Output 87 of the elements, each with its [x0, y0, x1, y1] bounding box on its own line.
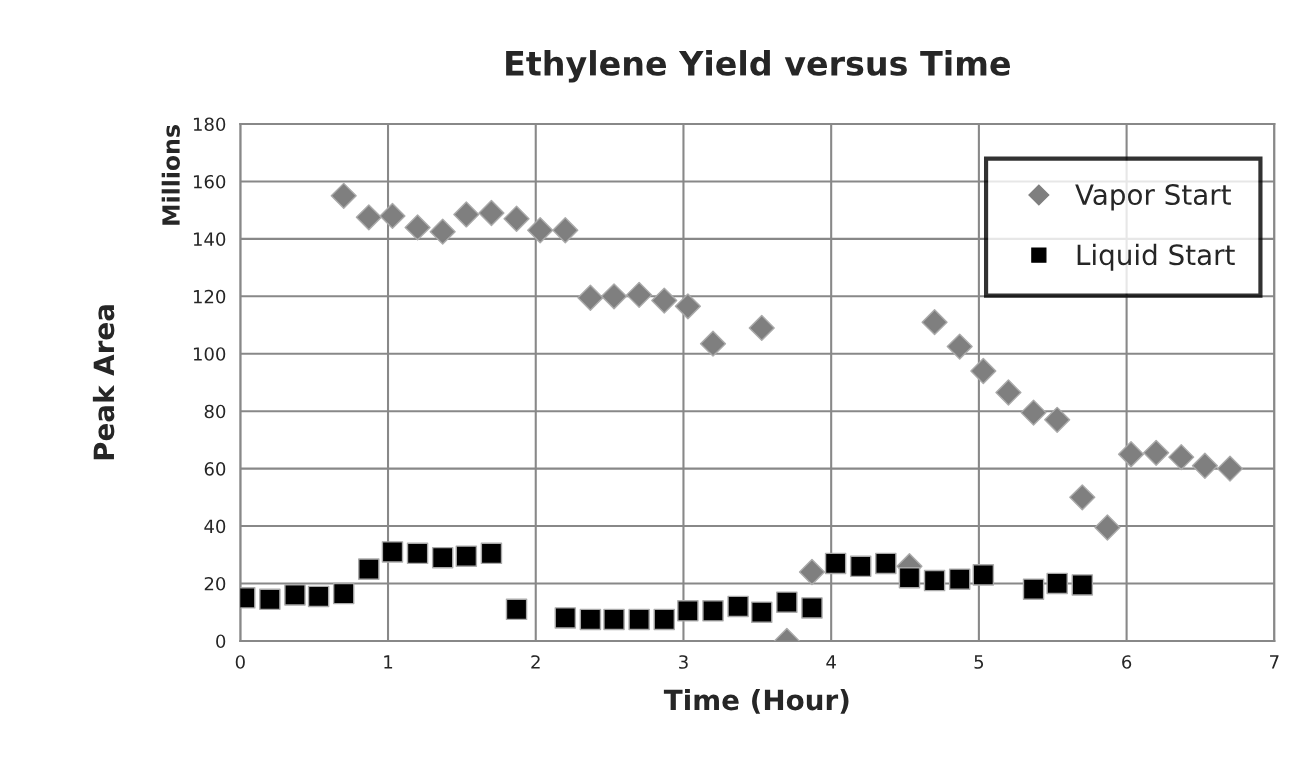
point — [923, 569, 946, 592]
point — [1022, 578, 1045, 600]
point — [478, 199, 505, 227]
y-tick-label: 120 — [193, 289, 226, 304]
y-tick-label: 140 — [193, 232, 226, 246]
point — [600, 283, 628, 310]
x-tick-label: 6 — [1122, 655, 1132, 669]
point — [554, 607, 577, 629]
point — [579, 608, 602, 631]
point — [1069, 484, 1096, 511]
point — [801, 597, 823, 619]
point — [1044, 406, 1071, 433]
y-tick-label: 80 — [204, 404, 226, 419]
point — [702, 600, 724, 622]
point — [259, 588, 281, 611]
point — [1020, 399, 1047, 426]
point — [972, 564, 995, 586]
y-tick-label: 20 — [204, 576, 226, 591]
legend-label: Liquid Start — [1077, 243, 1235, 271]
x-tick-label: 2 — [531, 655, 540, 669]
point — [748, 314, 775, 342]
point — [307, 585, 330, 608]
point — [429, 218, 456, 245]
point — [332, 582, 355, 605]
point — [824, 552, 847, 575]
point — [358, 558, 380, 580]
x-tick-label: 3 — [679, 655, 688, 669]
point — [404, 214, 431, 241]
y-tick-label: 40 — [204, 519, 226, 534]
point — [970, 357, 997, 385]
x-tick-label: 1 — [384, 655, 393, 669]
point — [727, 595, 749, 618]
point — [552, 217, 579, 244]
y-tick-label: 100 — [193, 347, 226, 361]
point — [677, 600, 699, 622]
point — [849, 555, 872, 578]
y-axis-title: Peak Area — [92, 305, 115, 460]
point — [505, 598, 528, 621]
point — [577, 284, 604, 311]
x-tick-label: 5 — [974, 655, 984, 669]
point — [875, 552, 897, 575]
point — [1117, 441, 1145, 468]
y-tick-label: 60 — [204, 462, 226, 476]
point — [431, 546, 454, 569]
point — [653, 608, 676, 631]
x-tick-label: 0 — [235, 655, 245, 669]
point — [798, 558, 826, 586]
point — [921, 309, 948, 336]
point — [1216, 455, 1244, 482]
point — [355, 204, 382, 231]
point — [1143, 439, 1170, 466]
x-tick-label: 7 — [1270, 655, 1279, 669]
point — [455, 545, 478, 567]
point — [480, 542, 503, 565]
point — [1046, 572, 1068, 595]
point — [651, 287, 678, 314]
point — [1191, 452, 1219, 479]
point — [406, 542, 429, 565]
y-tick-label: 0 — [216, 634, 226, 649]
y-tick-label: 180 — [193, 117, 226, 132]
point — [946, 333, 973, 360]
x-tick-label: 4 — [826, 655, 836, 669]
point — [898, 566, 921, 589]
point — [750, 601, 773, 623]
chart-title: Ethylene Yield versus Time — [506, 50, 1010, 83]
point — [628, 608, 650, 631]
point — [948, 568, 971, 590]
y-tick-label: 160 — [193, 174, 226, 189]
point — [527, 217, 554, 244]
point — [626, 281, 653, 308]
x-axis-title: Time (Hour) — [663, 688, 849, 714]
point — [699, 330, 727, 357]
point — [1071, 574, 1094, 596]
point — [1168, 444, 1195, 471]
point — [453, 201, 480, 228]
point — [674, 293, 702, 320]
text: Millions — [161, 125, 180, 225]
point — [1094, 514, 1121, 541]
point — [379, 202, 406, 230]
point — [381, 541, 404, 563]
point — [503, 205, 530, 232]
point — [776, 591, 798, 613]
point — [603, 608, 625, 631]
legend-label: Vapor Start — [1075, 184, 1231, 211]
point — [330, 182, 357, 209]
point — [995, 379, 1022, 406]
point — [284, 584, 306, 606]
